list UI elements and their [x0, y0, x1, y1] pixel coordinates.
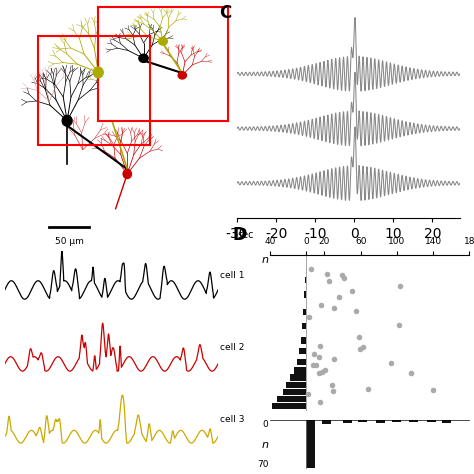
- Point: [340, 274, 348, 282]
- Bar: [290, 374, 306, 381]
- Point: [321, 366, 329, 374]
- Bar: [305, 277, 306, 283]
- Point: [304, 390, 312, 398]
- Point: [330, 304, 338, 311]
- Point: [315, 353, 323, 361]
- Text: sec: sec: [237, 230, 254, 240]
- Point: [352, 308, 359, 315]
- Bar: [343, 420, 352, 423]
- Bar: [277, 396, 306, 402]
- Point: [336, 293, 343, 301]
- Point: [323, 270, 330, 277]
- Text: D: D: [232, 226, 246, 244]
- Point: [317, 342, 324, 349]
- Point: [407, 369, 415, 376]
- Bar: [303, 309, 306, 315]
- Point: [356, 345, 364, 353]
- Bar: [272, 403, 306, 409]
- Point: [308, 265, 315, 273]
- Point: [395, 321, 402, 329]
- Point: [365, 385, 372, 392]
- Bar: [304, 291, 306, 298]
- Bar: [38, 36, 149, 145]
- Point: [325, 277, 333, 285]
- Point: [328, 382, 336, 389]
- Bar: [427, 420, 436, 422]
- Point: [319, 368, 326, 376]
- Point: [309, 361, 317, 369]
- Bar: [286, 382, 306, 388]
- Point: [310, 350, 317, 358]
- Text: 0: 0: [263, 420, 268, 429]
- Text: cell 2: cell 2: [220, 343, 245, 352]
- Bar: [306, 420, 315, 468]
- Circle shape: [93, 67, 103, 78]
- Point: [316, 399, 323, 406]
- Point: [429, 386, 437, 394]
- Text: cell 3: cell 3: [220, 415, 245, 424]
- Point: [315, 369, 322, 377]
- Bar: [283, 389, 306, 395]
- Point: [359, 343, 366, 351]
- Bar: [442, 420, 451, 423]
- Point: [305, 313, 313, 321]
- Point: [329, 387, 337, 395]
- Text: n: n: [261, 440, 268, 450]
- Text: C: C: [219, 4, 231, 22]
- Circle shape: [62, 116, 72, 126]
- Point: [338, 271, 346, 278]
- Bar: [301, 337, 306, 344]
- Bar: [409, 420, 418, 422]
- Bar: [297, 358, 306, 365]
- Bar: [376, 420, 385, 423]
- Point: [331, 355, 338, 363]
- Point: [348, 288, 356, 295]
- Bar: [294, 367, 306, 374]
- Bar: [392, 420, 401, 422]
- Bar: [299, 348, 306, 354]
- Bar: [358, 420, 367, 422]
- Circle shape: [123, 169, 131, 179]
- Text: 70: 70: [257, 460, 268, 469]
- Point: [317, 301, 324, 309]
- Bar: [302, 323, 306, 329]
- Text: 50 μm: 50 μm: [55, 237, 84, 246]
- Point: [387, 359, 395, 366]
- Bar: [322, 420, 331, 424]
- Point: [355, 333, 362, 341]
- Text: n: n: [261, 255, 268, 265]
- Text: cell 1: cell 1: [220, 271, 245, 280]
- Point: [312, 361, 319, 369]
- Point: [396, 283, 403, 290]
